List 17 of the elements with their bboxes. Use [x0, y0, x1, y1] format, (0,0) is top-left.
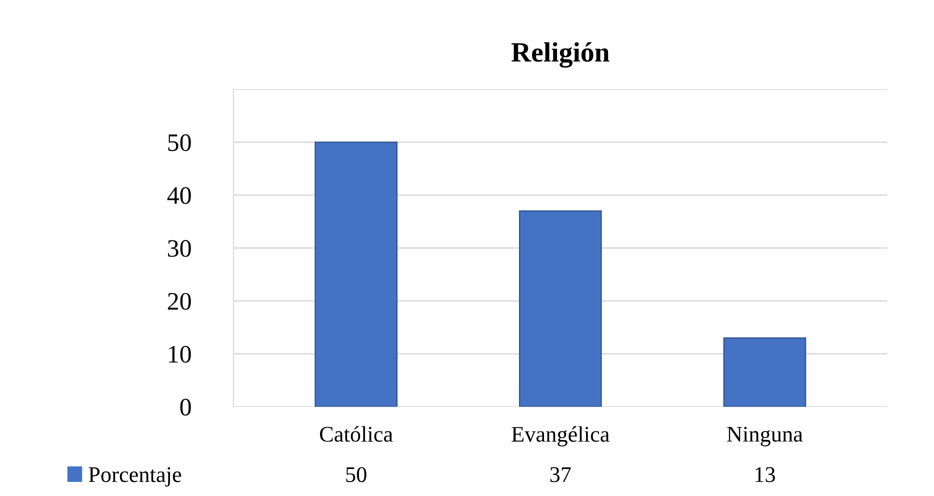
bar	[314, 142, 398, 407]
y-tick-label: 50	[168, 134, 191, 152]
x-tick-label: Católica	[320, 426, 393, 442]
chart-title: Religión	[511, 42, 610, 68]
y-tick-label: 0	[180, 398, 191, 416]
legend-label: Porcentaje	[88, 467, 182, 487]
bar	[518, 210, 602, 407]
y-tick-label: 30	[168, 240, 191, 257]
x-tick-label: Ninguna	[727, 426, 803, 446]
bar	[723, 337, 806, 407]
data-label: 37	[550, 467, 571, 482]
x-tick-label: Evangélica	[512, 426, 610, 446]
data-label: 50	[346, 467, 366, 482]
y-tick-label: 20	[168, 292, 191, 310]
y-tick-label: 40	[167, 187, 191, 204]
data-label: 13	[756, 467, 775, 482]
y-tick-label: 10	[169, 346, 191, 363]
